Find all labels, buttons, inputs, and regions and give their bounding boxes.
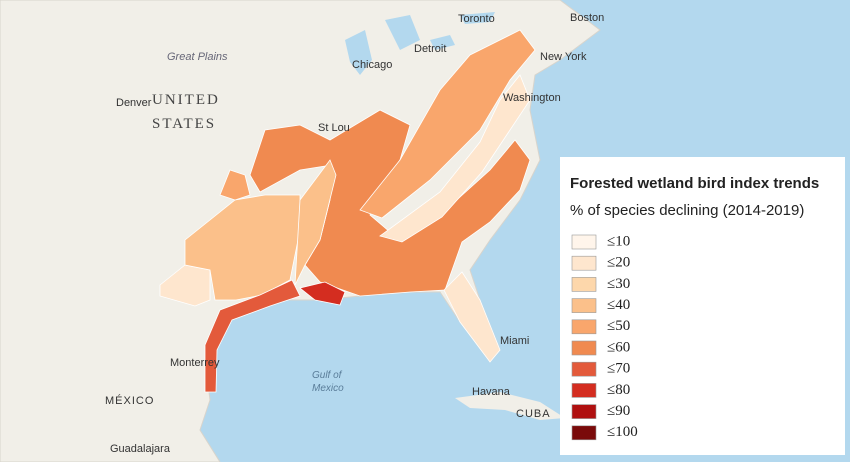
legend-swatch: [571, 340, 597, 356]
legend-label: ≤20: [607, 255, 630, 271]
regions: [159, 29, 536, 393]
legend-swatch: [571, 234, 597, 250]
legend-swatch: [571, 383, 597, 398]
place-label: New York: [540, 51, 587, 63]
legend-label: ≤100: [607, 424, 638, 440]
place-label: Guadalajara: [110, 443, 171, 455]
region: [294, 159, 337, 286]
place-label: Denver: [116, 97, 152, 109]
region: [204, 279, 301, 393]
legend: Forested wetland bird index trends % of …: [560, 157, 845, 455]
legend-swatch: [571, 319, 597, 335]
place-label: Washington: [503, 92, 561, 104]
region: [443, 271, 501, 363]
legend-swatch: [571, 361, 597, 377]
place-label: Chicago: [352, 59, 392, 71]
legend-title: Forested wetland bird index trends: [570, 175, 819, 192]
place-label: MÉXICO: [105, 394, 154, 407]
place-label: UNITED: [152, 92, 220, 108]
place-label: STATES: [152, 116, 216, 132]
legend-label: ≤30: [607, 276, 630, 292]
places: Toronto Boston Great Plains Detroit New …: [105, 12, 604, 455]
legend-swatch: [571, 404, 597, 419]
place-label: Boston: [570, 12, 604, 24]
legend-label: ≤60: [607, 339, 630, 355]
place-label: Monterrey: [170, 357, 220, 369]
legend-subtitle: % of species declining (2014-2019): [570, 202, 804, 219]
place-label: Detroit: [414, 43, 446, 55]
legend-label: ≤50: [607, 318, 630, 334]
legend-swatch: [571, 255, 597, 271]
place-label: Great Plains: [167, 51, 228, 63]
place-label: Mexico: [312, 383, 344, 394]
place-label: St Lou: [318, 122, 350, 134]
legend-label: ≤90: [607, 403, 630, 419]
cuba: [455, 392, 565, 420]
place-label: Toronto: [458, 13, 495, 25]
place-label: Gulf of: [312, 370, 343, 381]
legend-label: ≤80: [607, 382, 630, 398]
place-label: Miami: [500, 335, 529, 347]
region: [359, 29, 536, 219]
legend-swatch: [571, 425, 597, 441]
legend-label: ≤40: [607, 297, 630, 313]
region: [299, 281, 346, 306]
great-lakes: [345, 12, 495, 75]
legend-label: ≤10: [607, 233, 630, 249]
legend-label: ≤70: [607, 361, 630, 377]
region: [379, 74, 531, 243]
legend-swatch: [571, 277, 597, 292]
legend-box: [560, 157, 845, 455]
place-label: CUBA: [516, 408, 551, 420]
legend-swatch: [571, 298, 597, 313]
place-label: Havana: [472, 386, 511, 398]
region: [219, 169, 251, 201]
